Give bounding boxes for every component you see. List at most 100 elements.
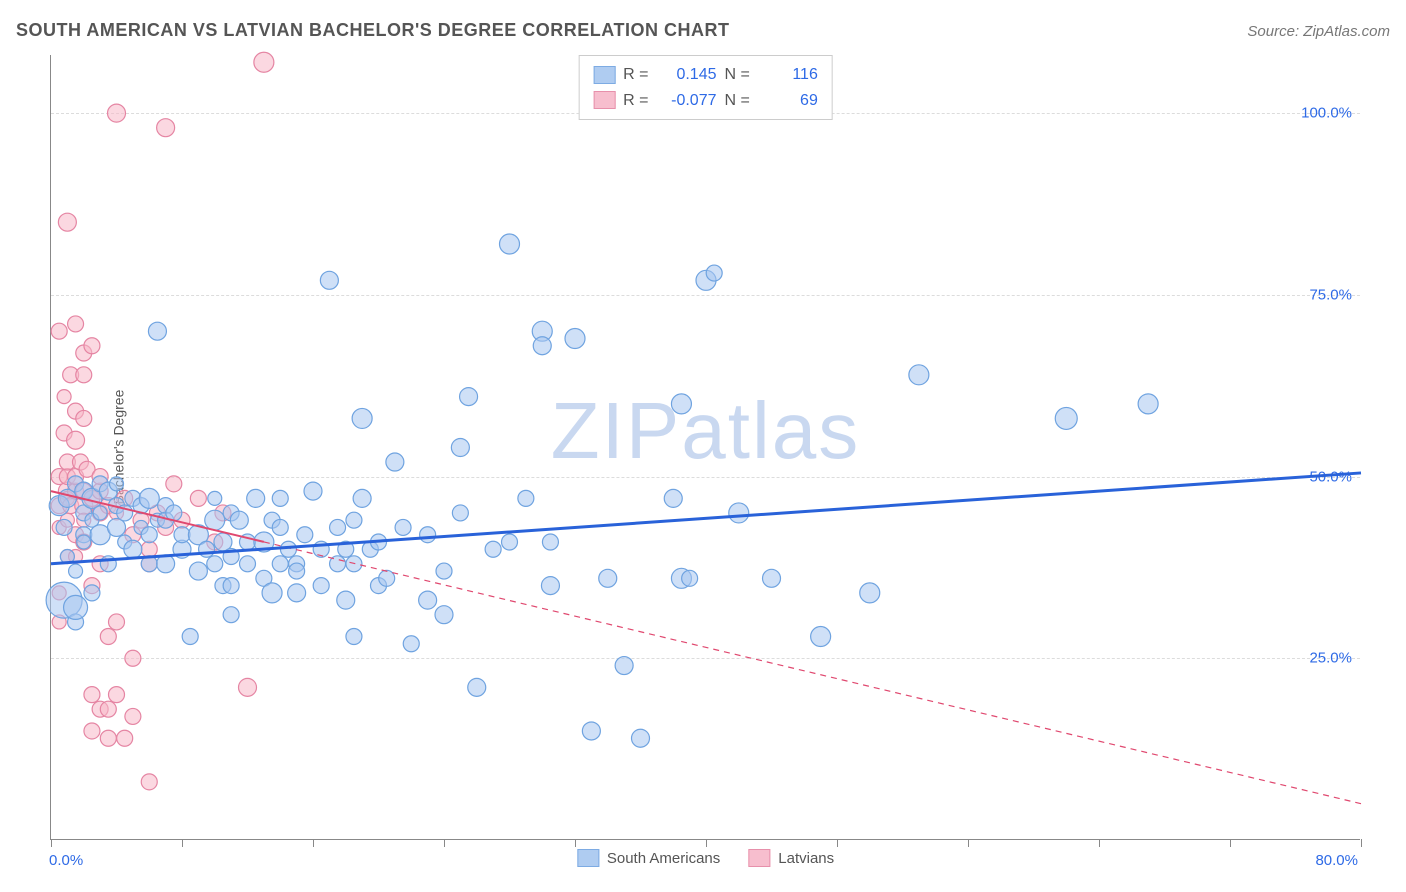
south-americans-point [1138,394,1158,414]
south-americans-point [518,490,534,506]
south-americans-point [272,519,288,535]
south-americans-point [352,408,372,428]
south-americans-point [56,519,72,535]
south-americans-point [139,488,159,508]
south-americans-point [403,636,419,652]
latvians-point [117,730,133,746]
latvians-point [67,431,85,449]
x-tick [444,839,445,847]
south-americans-point [682,570,698,586]
latvians-point [76,410,92,426]
south-americans-point [93,506,107,520]
south-americans-point [330,519,346,535]
latvians-point [109,614,125,630]
scatter-svg [51,55,1360,839]
south-americans-point [223,578,239,594]
south-americans-point [64,595,88,619]
x-tick [1099,839,1100,847]
x-tick [182,839,183,847]
south-americans-point [419,591,437,609]
legend-label: South Americans [607,850,720,867]
south-americans-point [502,534,518,550]
latvians-point [100,701,116,717]
south-americans-point [541,577,559,595]
source-credit: Source: ZipAtlas.com [1247,23,1390,40]
south-americans-point [189,562,207,580]
south-americans-point [811,626,831,646]
latvians-point [157,119,175,137]
latvians-point [51,323,67,339]
south-americans-point [346,512,362,528]
x-tick-label-end: 80.0% [1315,852,1358,869]
south-americans-point [706,265,722,281]
south-americans-point [485,541,501,557]
latvians-point [254,52,274,72]
south-americans-point [240,556,256,572]
latvians-point [125,708,141,724]
south-americans-point [395,519,411,535]
south-americans-point [452,505,468,521]
latvians-point [100,730,116,746]
series-legend: South Americans Latvians [577,849,834,867]
south-americans-point [230,511,248,529]
south-americans-point [297,527,313,543]
x-tick [968,839,969,847]
south-americans-point [84,585,100,601]
latvians-point [57,390,71,404]
south-americans-point [632,729,650,747]
latvians-point [125,650,141,666]
south-americans-point [247,489,265,507]
south-americans-point [582,722,600,740]
south-americans-point [533,337,551,355]
correlation-legend: R = 0.145 N = 116 R = -0.077 N = 69 [578,55,833,120]
legend-item-lv: Latvians [748,849,834,867]
legend-row-lv: R = -0.077 N = 69 [593,88,818,114]
latvians-point [58,213,76,231]
latvians-point [84,723,100,739]
latvians-point [190,490,206,506]
south-americans-point [174,527,190,543]
south-americans-point [320,271,338,289]
legend-item-sa: South Americans [577,849,720,867]
south-americans-point [599,569,617,587]
latvians-point [141,774,157,790]
x-tick [1361,839,1362,847]
south-americans-point [729,503,749,523]
x-tick [1230,839,1231,847]
chart-title: SOUTH AMERICAN VS LATVIAN BACHELOR'S DEG… [16,20,729,41]
south-americans-point [420,527,436,543]
south-americans-point [500,234,520,254]
south-americans-point [1055,407,1077,429]
south-americans-point [542,534,558,550]
chart-header: SOUTH AMERICAN VS LATVIAN BACHELOR'S DEG… [16,20,1390,41]
south-americans-point [436,563,452,579]
legend-label: Latvians [778,850,834,867]
latvians-point [84,687,100,703]
swatch-latvians [593,91,615,109]
latvians-point [141,541,157,557]
latvians-point [100,628,116,644]
x-tick [706,839,707,847]
south-americans-point [288,584,306,602]
south-americans-point [565,328,585,348]
south-americans-point [208,491,222,505]
south-americans-point [671,394,691,414]
south-americans-point [77,535,91,549]
south-americans-point [460,388,478,406]
south-americans-point [615,657,633,675]
south-americans-point [207,556,223,572]
south-americans-point [386,453,404,471]
south-americans-point [110,477,124,491]
south-americans-point [763,569,781,587]
x-tick [837,839,838,847]
x-tick [313,839,314,847]
south-americans-point [664,489,682,507]
south-americans-point [337,591,355,609]
x-tick [575,839,576,847]
south-americans-point [860,583,880,603]
latvians-point [166,476,182,492]
south-americans-point [223,607,239,623]
latvians-point [108,104,126,122]
latvians-point [68,316,84,332]
south-americans-point [262,583,282,603]
